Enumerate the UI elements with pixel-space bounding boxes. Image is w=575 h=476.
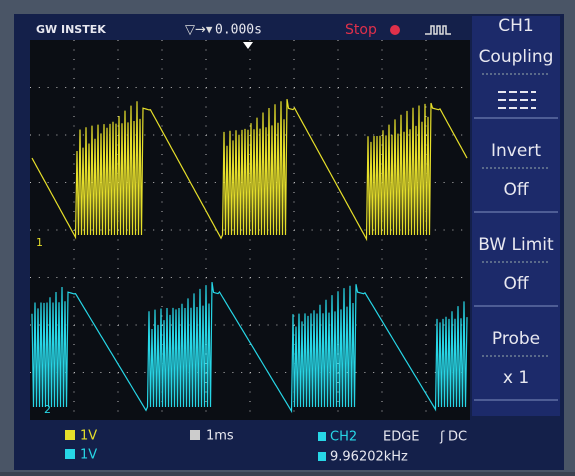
menu-label: Probe bbox=[492, 329, 540, 349]
edge-icon: ʃ bbox=[439, 430, 445, 445]
menu-label: BW Limit bbox=[478, 235, 554, 255]
trigger-source: CH2 bbox=[330, 430, 357, 445]
trigger-coupling: DC bbox=[448, 430, 467, 445]
menu-value: Off bbox=[503, 180, 529, 200]
frequency: 9.96202kHz bbox=[330, 450, 408, 465]
menu-value: Off bbox=[503, 274, 529, 294]
trigger-arrow: ▽→▾ bbox=[185, 23, 213, 38]
timebase: 1ms bbox=[206, 429, 234, 444]
menu-channel: CH1 bbox=[498, 16, 533, 36]
scope: GW INSTEK ▽→▾ 0.000s Stop CH1 Coupling In… bbox=[0, 0, 575, 472]
ch1-marker: 1 bbox=[36, 236, 43, 249]
brand: GW INSTEK bbox=[36, 23, 106, 36]
status: Stop bbox=[345, 22, 377, 38]
menu-value: x 1 bbox=[503, 368, 529, 388]
trigger-type: EDGE bbox=[383, 430, 420, 445]
page: GW INSTEK ▽→▾ 0.000s Stop CH1 Coupling In… bbox=[0, 0, 575, 476]
menu-label: Coupling bbox=[479, 47, 554, 67]
ch2-scale: 1V bbox=[80, 448, 97, 463]
status-icon bbox=[390, 25, 400, 35]
freq-badge bbox=[318, 452, 326, 461]
ch2-badge bbox=[65, 449, 75, 459]
ch1-badge bbox=[65, 430, 75, 440]
ch1-scale: 1V bbox=[80, 429, 97, 444]
ch2-marker: 2 bbox=[44, 403, 51, 416]
source-badge bbox=[318, 432, 326, 441]
menu-label: Invert bbox=[491, 141, 541, 161]
time-badge bbox=[190, 430, 200, 440]
trigger-position: 0.000s bbox=[215, 23, 262, 38]
